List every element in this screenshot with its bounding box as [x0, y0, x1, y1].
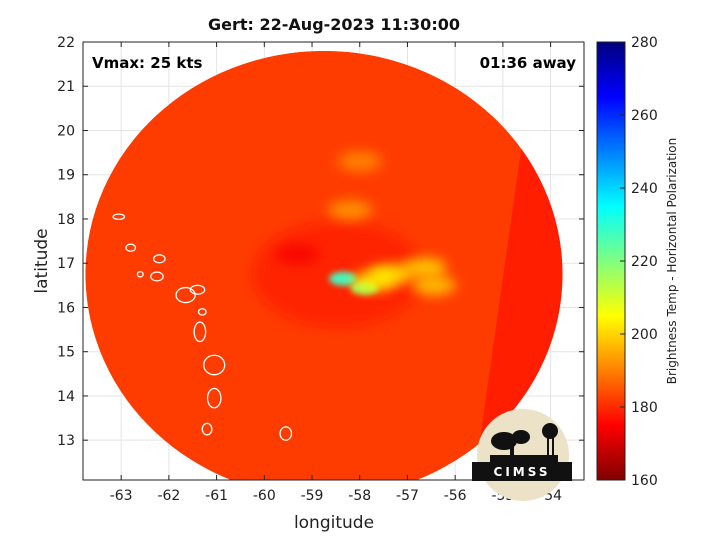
- colorbar-tick-label: 260: [631, 108, 658, 124]
- y-tick-label: 21: [57, 79, 75, 95]
- logo-bar: [472, 462, 572, 481]
- brightness-feature: [328, 200, 373, 221]
- brightness-feature: [402, 257, 447, 278]
- colorbar-tick-label: 240: [631, 181, 658, 197]
- island-outline: [203, 354, 226, 376]
- y-axis-label: latitude: [32, 228, 52, 293]
- y-tick-label: 22: [57, 35, 75, 51]
- island-outline: [201, 422, 213, 436]
- brightness-feature: [337, 151, 382, 172]
- brightness-feature: [411, 275, 456, 296]
- y-tick-label: 20: [57, 123, 75, 139]
- logo-text: CIMSS: [494, 465, 551, 479]
- island-outline: [152, 254, 166, 264]
- x-tick-label: -60: [253, 488, 276, 504]
- y-tick-label: 15: [57, 345, 75, 361]
- x-tick-label: -57: [396, 488, 419, 504]
- y-tick-label: 13: [57, 433, 75, 449]
- island-outline: [197, 308, 207, 316]
- brightness-feature: [275, 244, 320, 265]
- colorbar-tick-label: 160: [631, 473, 658, 489]
- island-outline: [189, 284, 206, 295]
- y-tick-label: 19: [57, 168, 75, 184]
- island-outline: [136, 270, 144, 278]
- vmax-annotation: Vmax: 25 kts: [92, 54, 202, 72]
- island-outline: [206, 387, 222, 409]
- y-tick-label: 18: [57, 212, 75, 228]
- x-tick-label: -63: [110, 488, 133, 504]
- brightness-feature: [329, 271, 358, 286]
- x-tick-label: -59: [301, 488, 324, 504]
- island-outline: [279, 426, 293, 441]
- y-tick-label: 16: [57, 300, 75, 316]
- island-outline: [193, 321, 207, 343]
- x-tick-label: -61: [205, 488, 228, 504]
- island-outline: [112, 213, 126, 221]
- colorbar-label: Brightness Temp - Horizontal Polarizatio…: [665, 138, 679, 385]
- x-tick-label: -58: [348, 488, 371, 504]
- plot-frame: [82, 41, 585, 481]
- colorbar-axis: 160 180 200 220 240 260 280: [620, 35, 658, 489]
- colorbar-tick-label: 180: [631, 400, 658, 416]
- coastlines: [112, 213, 293, 480]
- y-tick-label: 14: [57, 389, 75, 405]
- island-outline: [150, 271, 164, 282]
- colorbar-tick-label: 280: [631, 35, 658, 51]
- colorbar-tick-label: 200: [631, 327, 658, 343]
- x-tick-label: -62: [157, 488, 180, 504]
- water-tower-icon: [542, 423, 558, 439]
- brightness-feature: [352, 270, 397, 291]
- island-outline: [175, 471, 187, 480]
- satellite-dish-icon: [512, 430, 530, 444]
- x-tick-label: -56: [444, 488, 467, 504]
- y-tick-label: 17: [57, 256, 75, 272]
- island-outline: [175, 286, 196, 304]
- x-axis-label: longitude: [294, 513, 374, 533]
- cimss-logo: CIMSS: [472, 409, 572, 501]
- time-away-annotation: 01:36 away: [480, 54, 577, 72]
- x-axis: -63-62-61-60-59-58-57-56-55-54: [110, 42, 562, 504]
- y-axis: 13 14 15 16 17 18 19 20 21 22: [57, 35, 584, 449]
- chart-title: Gert: 22-Aug-2023 11:30:00: [208, 15, 460, 34]
- colorbar-tick-label: 220: [631, 254, 658, 270]
- island-outline: [125, 243, 137, 252]
